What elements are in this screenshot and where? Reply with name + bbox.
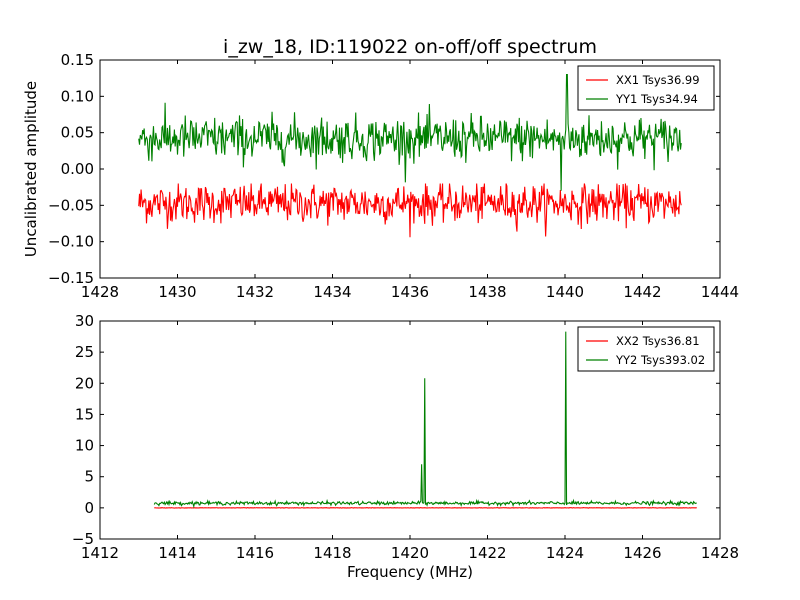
x-tick-label: 1424	[546, 544, 584, 562]
legend: XX1 Tsys36.99 YY1 Tsys34.94	[577, 65, 715, 111]
axis-ticks: 1412 1414 1416 1418 1420 1422 1424 1426 1428 −5 0 5…	[72, 312, 739, 562]
series-line-1	[154, 507, 697, 509]
x-tick-label: 1418	[313, 544, 351, 562]
x-tick-label: 1416	[236, 544, 274, 562]
axis-ticks: 1428 1430 1432 1434 1436 1438 1440 1442 1444 −0.1…	[48, 51, 739, 301]
y-tick-label: −0.10	[48, 233, 94, 251]
x-tick-label: 1414	[158, 544, 196, 562]
series-group	[138, 73, 682, 238]
x-tick-label: 1436	[391, 283, 429, 301]
legend-label: XX1 Tsys36.99	[616, 73, 700, 87]
legend-box	[577, 65, 715, 111]
x-tick-label: 1428	[701, 544, 739, 562]
x-tick-label: 1440	[546, 283, 584, 301]
y-tick-label: 0	[84, 499, 94, 517]
x-tick-label: 1422	[468, 544, 506, 562]
series-line-2	[153, 331, 697, 509]
legend: XX2 Tsys36.81 YY2 Tsys393.02	[577, 326, 715, 372]
y-tick-label: 15	[75, 405, 94, 423]
x-tick-label: 1428	[81, 283, 119, 301]
x-tick-label: 1430	[158, 283, 196, 301]
x-tick-label: 1438	[468, 283, 506, 301]
y-tick-label: −0.05	[48, 196, 94, 214]
legend-box	[577, 326, 715, 372]
x-tick-label: 1434	[313, 283, 351, 301]
legend-label: YY2 Tsys393.02	[615, 353, 705, 367]
plot-area: 1428 1430 1432 1434 1436 1438 1440 1442 1444 −0.1…	[48, 51, 739, 301]
chart-title: i_zw_18, ID:119022 on-off/off spectrum	[223, 36, 597, 58]
y-tick-label: 0.00	[61, 160, 94, 178]
series-line-1	[138, 183, 682, 238]
x-tick-label: 1444	[701, 283, 739, 301]
y-tick-label: −0.15	[48, 269, 94, 287]
legend-label: YY1 Tsys34.94	[615, 92, 698, 106]
bottom-spectrum-chart: Frequency (MHz) 1412 1414 1416 1418 1420 1422…	[72, 312, 739, 581]
y-tick-label: 30	[75, 312, 94, 330]
plot-area: 1412 1414 1416 1418 1420 1422 1424 1426 1428 −5 0 5…	[72, 312, 739, 562]
y-tick-label: 5	[84, 468, 94, 486]
y-tick-label: 25	[75, 343, 94, 361]
legend-label: XX2 Tsys36.81	[616, 334, 700, 348]
y-tick-label: 0.15	[61, 51, 94, 69]
y-tick-label: 0.05	[61, 124, 94, 142]
x-tick-label: 1432	[236, 283, 274, 301]
y-tick-label: −5	[72, 530, 94, 548]
x-tick-label: 1442	[623, 283, 661, 301]
series-line-2	[138, 73, 682, 191]
top-spectrum-chart: i_zw_18, ID:119022 on-off/off spectrum U…	[22, 36, 739, 301]
series-group	[153, 331, 697, 509]
y-tick-label: 0.10	[61, 87, 94, 105]
x-tick-label: 1426	[623, 544, 661, 562]
x-tick-label: 1420	[391, 544, 429, 562]
y-tick-label: 20	[75, 374, 94, 392]
y-axis-label: Uncalibrated amplitude	[22, 81, 40, 257]
x-axis-label: Frequency (MHz)	[347, 563, 473, 581]
x-tick-label: 1412	[81, 544, 119, 562]
y-tick-label: 10	[75, 437, 94, 455]
